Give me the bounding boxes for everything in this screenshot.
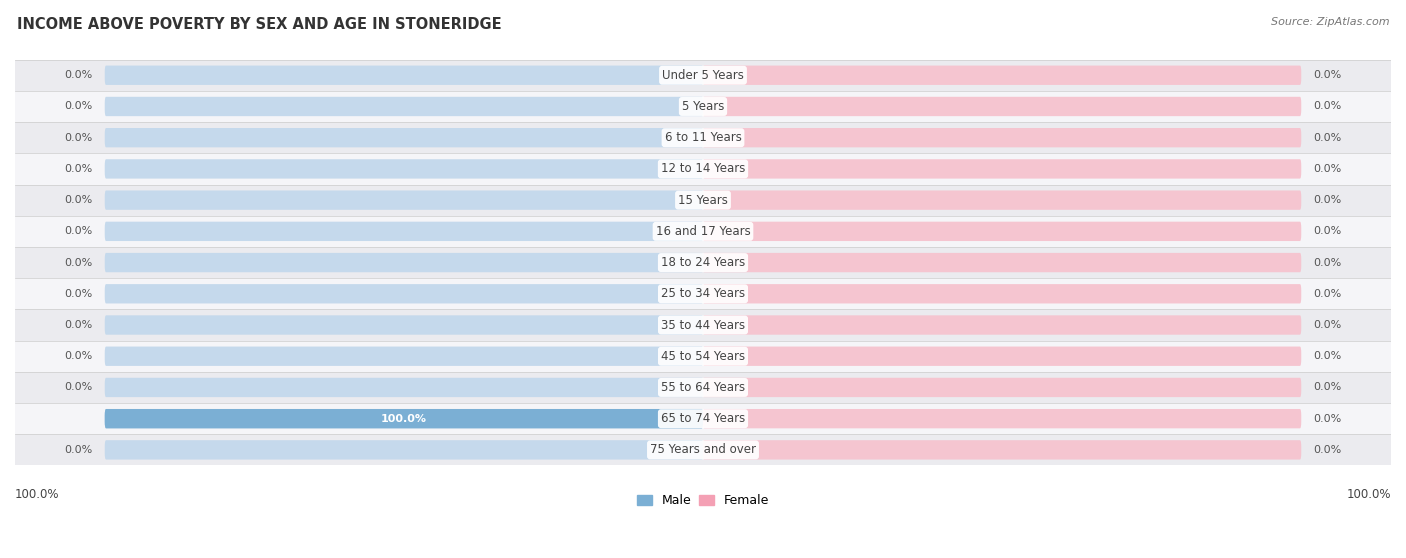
Bar <box>15 91 1391 122</box>
Text: 0.0%: 0.0% <box>65 258 93 268</box>
FancyBboxPatch shape <box>104 66 703 85</box>
Text: 25 to 34 Years: 25 to 34 Years <box>661 287 745 300</box>
FancyBboxPatch shape <box>104 284 703 304</box>
Text: 0.0%: 0.0% <box>1313 102 1341 112</box>
Bar <box>15 185 1391 216</box>
FancyBboxPatch shape <box>703 409 1302 429</box>
Text: 100.0%: 100.0% <box>381 413 427 424</box>
Text: 0.0%: 0.0% <box>65 320 93 330</box>
Text: 5 Years: 5 Years <box>682 100 724 113</box>
Text: INCOME ABOVE POVERTY BY SEX AND AGE IN STONERIDGE: INCOME ABOVE POVERTY BY SEX AND AGE IN S… <box>17 17 502 32</box>
Bar <box>15 60 1391 91</box>
Bar <box>15 153 1391 185</box>
FancyBboxPatch shape <box>703 222 1302 241</box>
Text: 0.0%: 0.0% <box>65 164 93 174</box>
FancyBboxPatch shape <box>104 97 703 116</box>
FancyBboxPatch shape <box>104 440 703 460</box>
Text: 100.0%: 100.0% <box>15 488 59 501</box>
Text: 16 and 17 Years: 16 and 17 Years <box>655 225 751 238</box>
Text: 45 to 54 Years: 45 to 54 Years <box>661 350 745 363</box>
FancyBboxPatch shape <box>703 159 1302 179</box>
Text: 0.0%: 0.0% <box>65 289 93 299</box>
Text: 0.0%: 0.0% <box>65 133 93 143</box>
Text: 6 to 11 Years: 6 to 11 Years <box>665 131 741 144</box>
FancyBboxPatch shape <box>104 409 703 429</box>
FancyBboxPatch shape <box>703 347 1302 366</box>
Text: 0.0%: 0.0% <box>1313 445 1341 455</box>
FancyBboxPatch shape <box>703 284 1302 304</box>
Bar <box>15 278 1391 309</box>
FancyBboxPatch shape <box>104 347 703 366</box>
Text: Source: ZipAtlas.com: Source: ZipAtlas.com <box>1271 17 1389 27</box>
FancyBboxPatch shape <box>104 315 703 335</box>
FancyBboxPatch shape <box>703 440 1302 460</box>
Text: 0.0%: 0.0% <box>1313 133 1341 143</box>
Bar <box>15 403 1391 434</box>
FancyBboxPatch shape <box>104 253 703 272</box>
Text: 65 to 74 Years: 65 to 74 Years <box>661 412 745 425</box>
Text: 12 to 14 Years: 12 to 14 Years <box>661 162 745 175</box>
Bar <box>15 434 1391 465</box>
FancyBboxPatch shape <box>104 222 703 241</box>
Text: 0.0%: 0.0% <box>1313 320 1341 330</box>
Bar <box>15 340 1391 372</box>
Text: 100.0%: 100.0% <box>1347 488 1391 501</box>
Text: 0.0%: 0.0% <box>65 227 93 237</box>
Bar <box>15 309 1391 340</box>
FancyBboxPatch shape <box>104 190 703 210</box>
Text: 0.0%: 0.0% <box>1313 413 1341 424</box>
Text: 0.0%: 0.0% <box>65 195 93 205</box>
Bar <box>15 372 1391 403</box>
Legend: Male, Female: Male, Female <box>631 489 775 512</box>
FancyBboxPatch shape <box>104 128 703 147</box>
Text: 0.0%: 0.0% <box>65 351 93 361</box>
Text: 0.0%: 0.0% <box>1313 195 1341 205</box>
Text: 0.0%: 0.0% <box>1313 258 1341 268</box>
Text: 0.0%: 0.0% <box>65 70 93 80</box>
Bar <box>15 247 1391 278</box>
Text: 0.0%: 0.0% <box>1313 227 1341 237</box>
Text: 0.0%: 0.0% <box>65 102 93 112</box>
Text: 0.0%: 0.0% <box>1313 289 1341 299</box>
Text: 0.0%: 0.0% <box>65 382 93 392</box>
Text: Under 5 Years: Under 5 Years <box>662 69 744 82</box>
Text: 55 to 64 Years: 55 to 64 Years <box>661 381 745 394</box>
Text: 0.0%: 0.0% <box>1313 70 1341 80</box>
FancyBboxPatch shape <box>703 66 1302 85</box>
Text: 0.0%: 0.0% <box>1313 351 1341 361</box>
Text: 0.0%: 0.0% <box>1313 164 1341 174</box>
FancyBboxPatch shape <box>703 253 1302 272</box>
Text: 15 Years: 15 Years <box>678 194 728 206</box>
Text: 18 to 24 Years: 18 to 24 Years <box>661 256 745 269</box>
Text: 0.0%: 0.0% <box>1313 382 1341 392</box>
Text: 75 Years and over: 75 Years and over <box>650 444 756 456</box>
FancyBboxPatch shape <box>104 409 703 429</box>
Text: 35 to 44 Years: 35 to 44 Years <box>661 319 745 331</box>
Text: 0.0%: 0.0% <box>65 445 93 455</box>
FancyBboxPatch shape <box>703 378 1302 397</box>
FancyBboxPatch shape <box>703 128 1302 147</box>
FancyBboxPatch shape <box>703 190 1302 210</box>
FancyBboxPatch shape <box>104 378 703 397</box>
FancyBboxPatch shape <box>703 97 1302 116</box>
FancyBboxPatch shape <box>703 315 1302 335</box>
Bar <box>15 216 1391 247</box>
FancyBboxPatch shape <box>104 159 703 179</box>
Bar <box>15 122 1391 153</box>
